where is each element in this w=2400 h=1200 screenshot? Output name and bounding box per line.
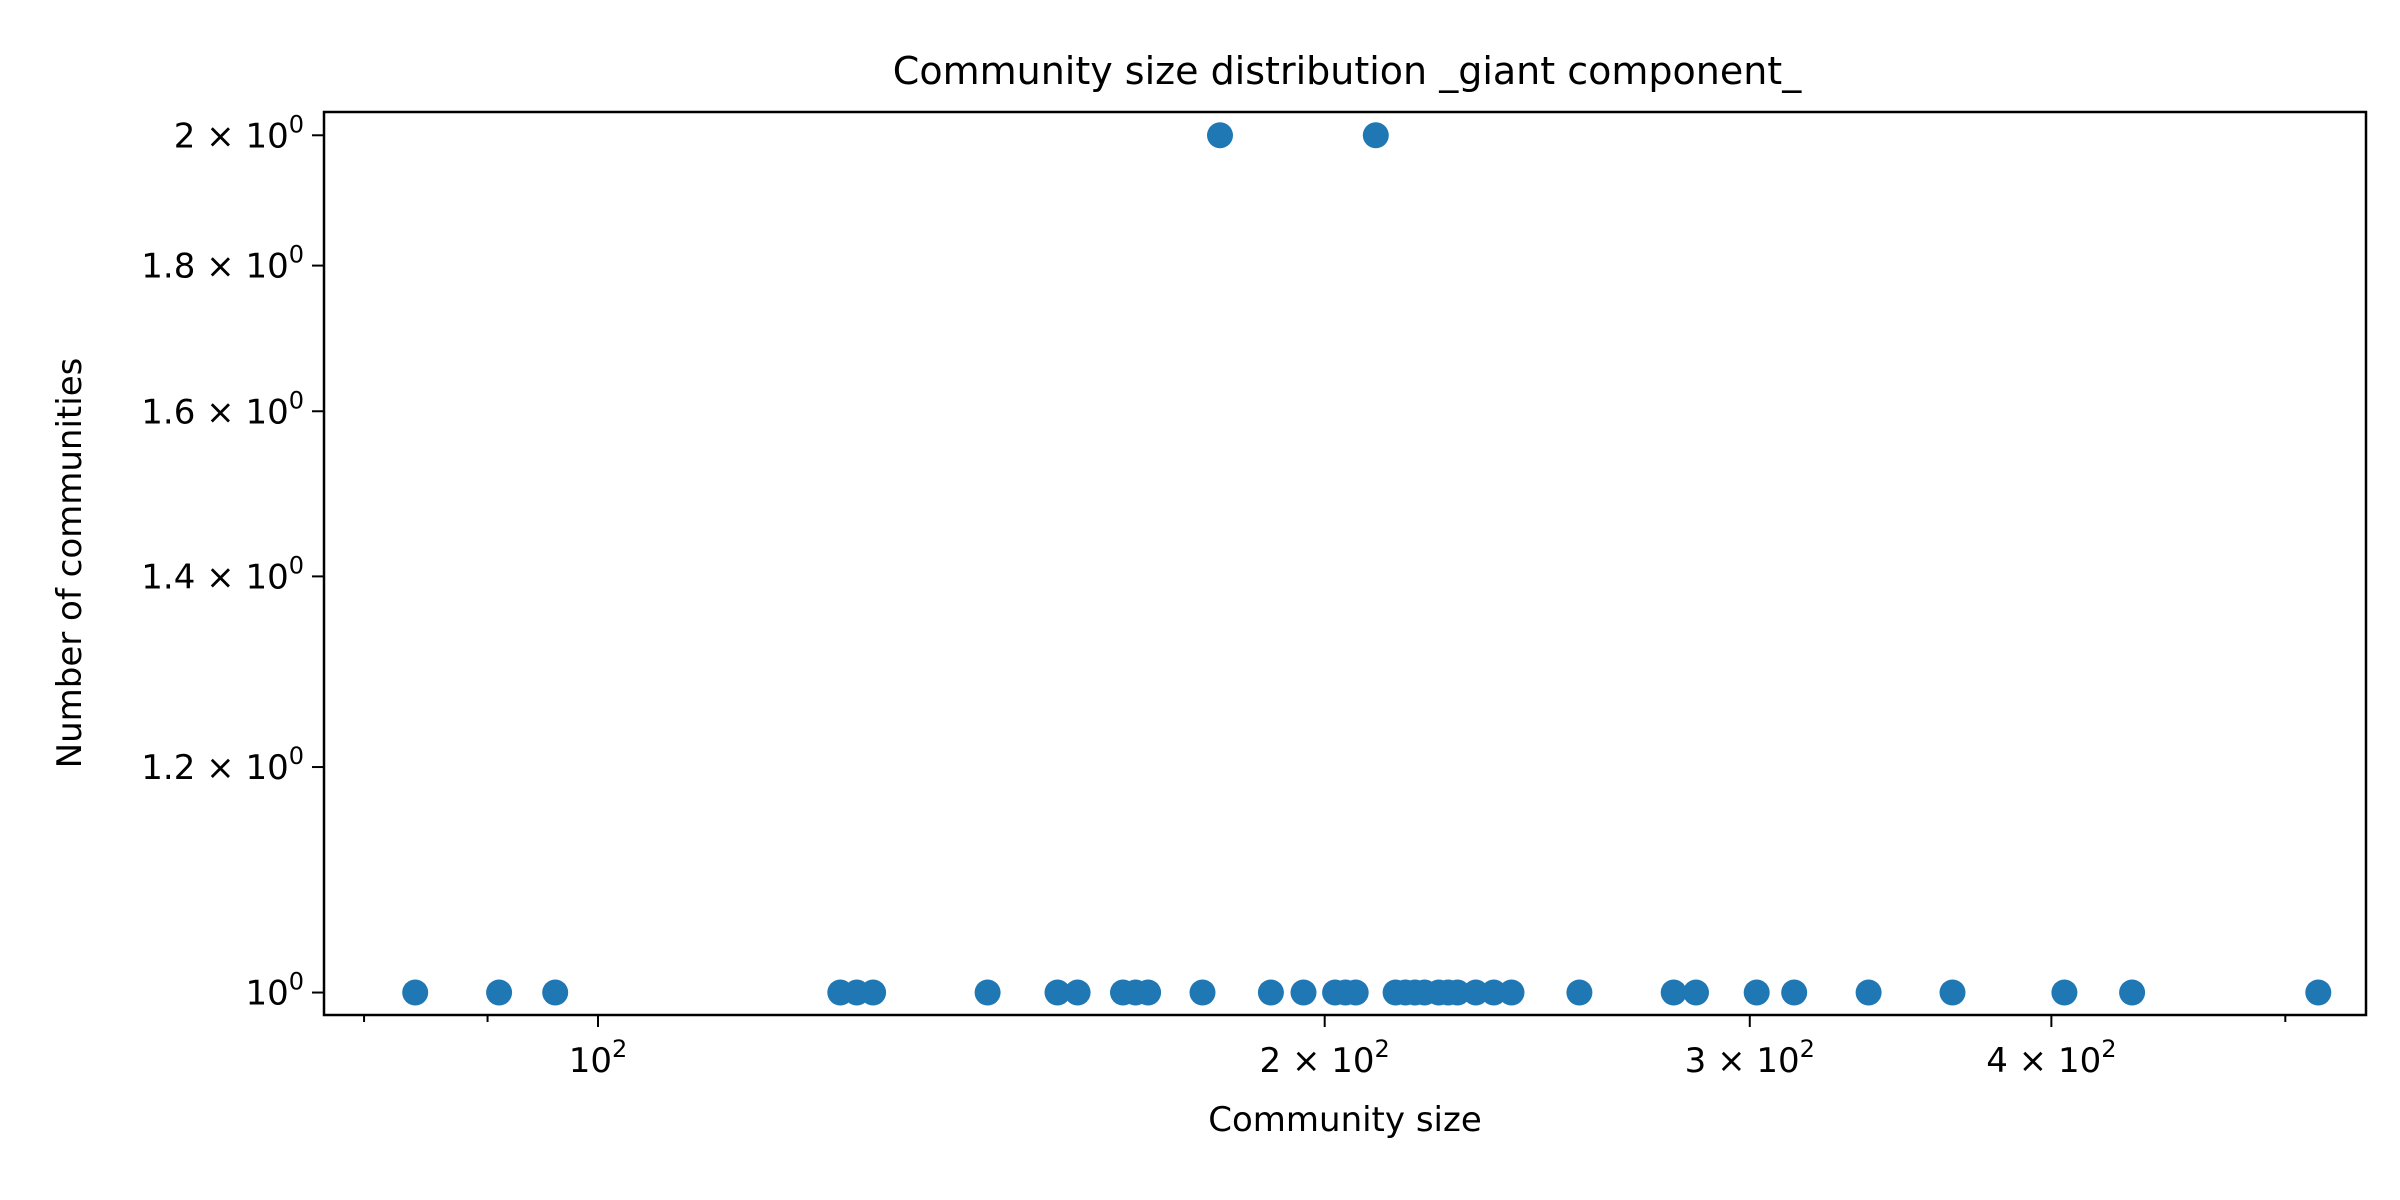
- data-points: [402, 122, 2332, 1006]
- data-point: [1660, 979, 1687, 1006]
- chart-title: Community size distribution _giant compo…: [893, 49, 1802, 93]
- x-axis: 102 2 × 102 3 × 102 4 × 102: [363, 1015, 2287, 1081]
- data-point: [542, 979, 569, 1006]
- x-tick-label: 3 × 102: [1685, 1035, 1815, 1081]
- data-point: [1781, 979, 1808, 1006]
- data-point: [1044, 979, 1071, 1006]
- data-point: [1290, 979, 1317, 1006]
- data-point: [1939, 979, 1966, 1006]
- data-point: [1342, 979, 1369, 1006]
- x-tick-label: 2 × 102: [1260, 1035, 1390, 1081]
- y-tick-label: 1.8 × 100: [141, 241, 304, 287]
- data-point: [2305, 979, 2332, 1006]
- data-point: [2051, 979, 2078, 1006]
- x-axis-label: Community size: [1208, 1100, 1482, 1140]
- data-point: [1743, 979, 1770, 1006]
- data-point: [1064, 979, 1091, 1006]
- data-point: [1683, 979, 1709, 1006]
- data-point: [1207, 122, 1233, 149]
- plot-frame: [322, 110, 2368, 1017]
- data-point: [402, 979, 429, 1006]
- data-point: [1135, 979, 1162, 1006]
- x-tick-label: 102: [569, 1035, 628, 1081]
- y-tick-label: 1.6 × 100: [141, 386, 304, 432]
- data-point: [1362, 122, 1389, 149]
- data-point: [2119, 979, 2146, 1006]
- data-point: [1498, 979, 1525, 1006]
- data-point: [1189, 979, 1216, 1006]
- data-point: [1444, 979, 1471, 1006]
- data-point: [486, 979, 513, 1006]
- x-tick-label: 4 × 102: [1986, 1035, 2116, 1081]
- data-point: [1257, 979, 1284, 1006]
- data-point: [1855, 979, 1882, 1006]
- y-tick-label: 100: [245, 968, 304, 1014]
- y-axis-label: Number of communities: [50, 358, 90, 769]
- y-axis: 100 1.2 × 100 1.4 × 100 1.6 × 100 1.8 × 100 2…: [141, 110, 324, 1014]
- y-tick-label: 1.4 × 100: [141, 551, 304, 597]
- data-point: [974, 979, 1001, 1006]
- y-tick-label: 1.2 × 100: [141, 742, 304, 788]
- data-point: [1566, 979, 1593, 1006]
- data-point: [1462, 979, 1489, 1006]
- data-point: [860, 979, 887, 1006]
- y-tick-label: 2 × 100: [174, 110, 304, 156]
